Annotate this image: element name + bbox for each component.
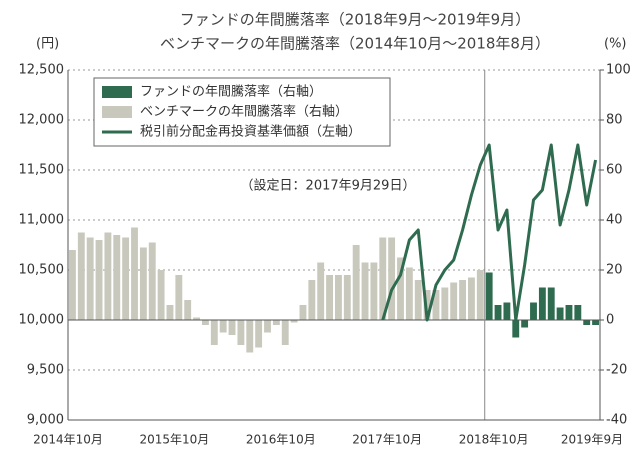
bar: [574, 305, 582, 320]
legend-box: [93, 77, 391, 147]
bar: [335, 275, 342, 320]
y2-tick-label: 60: [606, 163, 623, 178]
bar: [77, 232, 85, 320]
bar: [592, 320, 599, 325]
bar: [264, 320, 271, 333]
bar: [503, 302, 511, 320]
bar: [370, 262, 378, 320]
chart-subtitle: ベンチマークの年間騰落率（2014年10月〜2018年8月）: [160, 35, 550, 53]
bar: [459, 280, 466, 320]
legend-swatch: [102, 106, 132, 118]
y-axis-unit: (円): [36, 37, 59, 52]
bar: [86, 237, 94, 320]
y-tick-label: 11,500: [19, 163, 65, 178]
bar: [139, 247, 147, 320]
bar: [432, 290, 440, 320]
bar: [547, 287, 555, 320]
x-tick-label: 2015年10月: [139, 433, 209, 447]
bar: [450, 282, 458, 320]
bar: [299, 305, 307, 320]
bar: [379, 237, 387, 320]
bar: [157, 270, 165, 320]
bar: [405, 267, 413, 320]
legend-swatch: [102, 86, 132, 98]
bar: [565, 305, 573, 320]
bar: [583, 320, 591, 325]
bar: [361, 262, 369, 320]
bar: [494, 305, 502, 320]
bar: [202, 320, 209, 325]
bar: [352, 245, 360, 320]
y2-tick-label: 0: [606, 313, 614, 328]
y-tick-label: 9,500: [27, 363, 64, 378]
line: [381, 143, 598, 322]
bar: [237, 320, 245, 345]
y-tick-label: 12,000: [19, 113, 65, 128]
bar: [556, 307, 564, 320]
bar: [388, 237, 396, 320]
y2-tick-label: 20: [606, 263, 623, 278]
bar: [281, 320, 289, 345]
bar: [521, 320, 529, 328]
legend-label: ファンドの年間騰落率（右軸）: [140, 84, 322, 100]
bar: [468, 277, 475, 320]
bar: [113, 235, 121, 320]
x-tick-label: 2016年10月: [246, 433, 316, 447]
y2-tick-label: 80: [606, 113, 623, 128]
bar: [148, 242, 156, 320]
x-tick-label: 2017年10月: [352, 433, 422, 447]
y-tick-label: 10,000: [19, 313, 65, 328]
y2-tick-label: -20: [606, 363, 627, 378]
chart-title: ファンドの年間騰落率（2018年9月〜2019年9月）: [180, 11, 530, 29]
bar: [255, 320, 263, 348]
bar: [397, 257, 404, 320]
bar: [104, 232, 112, 320]
bar: [512, 320, 520, 338]
bar: [317, 262, 325, 320]
bar: [485, 272, 493, 320]
y-tick-label: 10,500: [19, 263, 65, 278]
bar: [272, 320, 280, 325]
bar: [414, 280, 422, 320]
bar: [210, 320, 218, 345]
bar: [246, 320, 254, 353]
y2-tick-label: 100: [606, 63, 631, 78]
y-tick-label: 9,000: [27, 413, 64, 428]
bar: [193, 317, 200, 320]
x-tick-label: 2014年10月: [33, 433, 103, 447]
bar: [476, 270, 484, 320]
y2-tick-label: -40: [606, 413, 627, 428]
bar: [175, 275, 183, 320]
bar: [122, 237, 130, 320]
legend-label: ベンチマークの年間騰落率（右軸）: [140, 104, 348, 120]
y2-tick-label: 40: [606, 213, 623, 228]
x-tick-label: 2019年9月: [561, 433, 623, 447]
y2-axis-unit: (%): [604, 37, 627, 52]
y-tick-label: 11,000: [19, 213, 65, 228]
bar: [343, 275, 351, 320]
bar: [95, 240, 103, 320]
bar: [219, 320, 227, 333]
bar: [69, 250, 76, 320]
x-tick-label: 2018年10月: [459, 433, 529, 447]
y-tick-label: 12,500: [19, 63, 65, 78]
bar: [308, 280, 316, 320]
bar: [228, 320, 236, 335]
bar: [538, 287, 546, 320]
bar: [530, 302, 537, 320]
annotation: （設定日：2017年9月29日）: [241, 178, 416, 194]
bar: [131, 227, 138, 320]
bar: [441, 287, 449, 320]
bar: [184, 300, 192, 320]
bar: [290, 320, 298, 323]
bar: [166, 305, 174, 320]
legend-label: 税引前分配金再投資基準価額（左軸）: [140, 124, 361, 140]
bar: [326, 275, 333, 320]
